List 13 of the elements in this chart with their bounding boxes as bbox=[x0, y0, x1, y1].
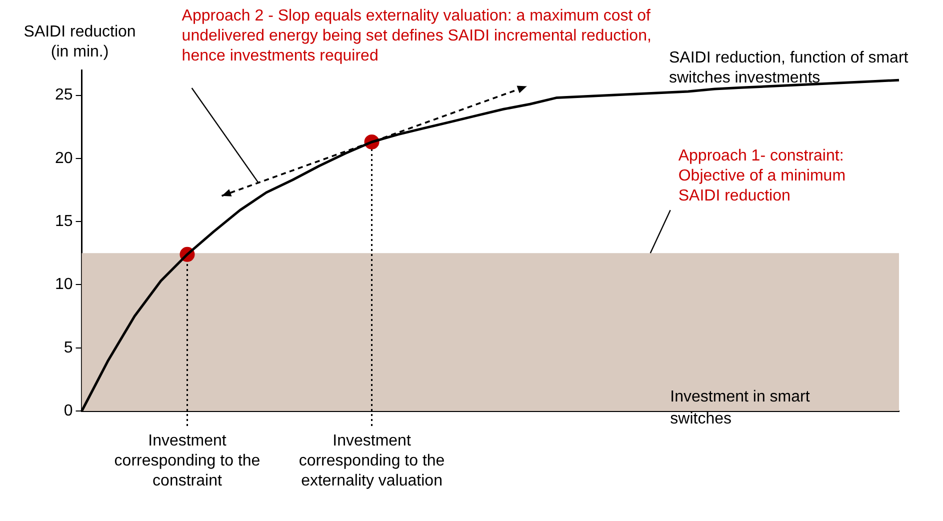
x-tick-label: Investment corresponding to the constraint bbox=[114, 432, 260, 490]
y-tick-label: 15 bbox=[55, 212, 73, 230]
x-axis-title: Investment in smart switches bbox=[670, 388, 810, 428]
y-axis-title: SAIDI reduction (in min.) bbox=[24, 23, 136, 60]
band-label: Approach 1- constraint: Objective of a minimum SAIDI reduction bbox=[678, 148, 846, 205]
y-tick-label: 20 bbox=[55, 150, 73, 167]
text: Approach 2 - Slop equals externality valuation: a maximum cost of undelivered energy being set defines SAIDI incremental reduction, hence investments required bbox=[182, 7, 652, 64]
x-tick-label: Investment corresponding to the externality valuation bbox=[298, 432, 445, 490]
y-tick-label: 5 bbox=[64, 339, 73, 356]
y-tick-label: 10 bbox=[55, 276, 73, 294]
y-tick-label: 25 bbox=[55, 86, 73, 104]
y-tick-label: 0 bbox=[64, 402, 73, 420]
series-label: SAIDI reduction, function of smart switches investments bbox=[669, 50, 909, 87]
